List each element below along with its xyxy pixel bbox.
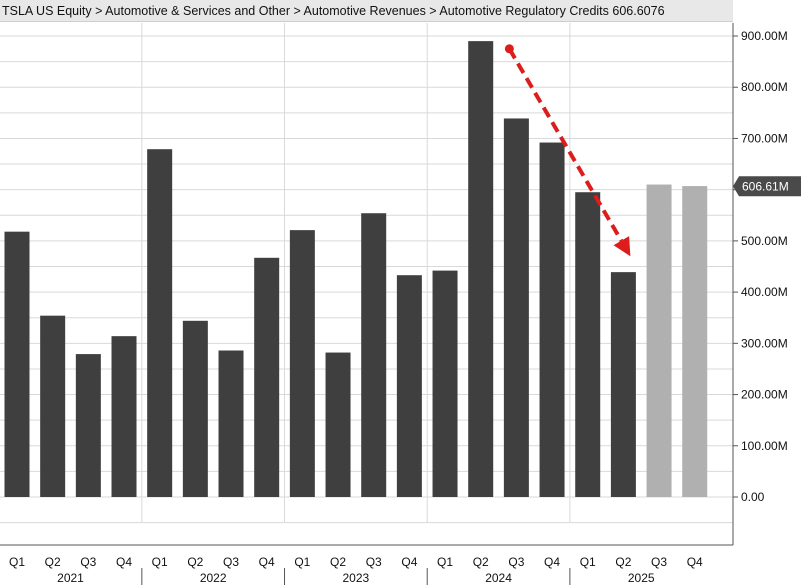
x-tick-label: Q3 (80, 555, 96, 569)
x-axis: Q1 Q2 Q3 Q4 Q1 Q2 Q3 Q4 Q1 Q2 Q3 Q4 Q1 Q2 Q3 Q4 Q1 Q2 Q3 Q4… (0, 544, 733, 585)
y-axis: 0.00 100.00M 200.00M 300.00M 400.00M 500.00M 6… (732, 23, 788, 545)
x-tick-label: Q1 (580, 555, 596, 569)
y-tick-label: 500.00M (741, 234, 788, 248)
y-tick-label: 900.00M (741, 29, 788, 43)
bar (75, 354, 101, 497)
header-value: 606.6076 (612, 4, 665, 18)
year-label: 2024 (485, 571, 512, 585)
y-tick-label: 800.00M (741, 80, 788, 94)
estimate-bar (682, 186, 708, 497)
bar (40, 315, 66, 497)
x-tick-label: Q4 (687, 555, 703, 569)
bar (289, 230, 315, 498)
bar (361, 213, 387, 497)
bar (182, 320, 208, 497)
bars (4, 41, 708, 498)
x-tick-label: Q3 (223, 555, 239, 569)
bar (539, 142, 565, 497)
badge-bg (733, 176, 801, 197)
bar (396, 275, 422, 497)
bar (575, 192, 601, 497)
y-tick-label: 300.00M (741, 336, 788, 350)
bar (503, 118, 529, 498)
bar (432, 270, 458, 497)
bar (4, 231, 30, 497)
x-tick-label: Q2 (330, 555, 346, 569)
y-tick-label: 200.00M (741, 388, 788, 402)
chart-header: TSLA US Equity > Automotive & Services a… (0, 0, 733, 22)
bar (147, 149, 173, 497)
x-tick-label: Q1 (152, 555, 168, 569)
x-tick-label: Q1 (9, 555, 25, 569)
x-tick-label: Q1 (294, 555, 310, 569)
x-tick-label: Q1 (437, 555, 453, 569)
arrow-shaft (507, 47, 624, 242)
breadcrumb: TSLA US Equity > Automotive & Services a… (2, 4, 609, 18)
last-value-label: 606.61M (742, 179, 789, 193)
x-tick-label: Q3 (366, 555, 382, 569)
y-tick-label: 400.00M (741, 285, 788, 299)
year-label: 2025 (628, 571, 655, 585)
year-label: 2022 (200, 571, 227, 585)
bar (325, 352, 351, 497)
x-tick-label: Q4 (401, 555, 417, 569)
year-label: 2023 (343, 571, 370, 585)
x-tick-label: Q2 (45, 555, 61, 569)
estimate-bar (646, 184, 672, 498)
x-tick-label: Q2 (187, 555, 203, 569)
x-tick-label: Q2 (615, 555, 631, 569)
x-tick-label: Q4 (116, 555, 132, 569)
y-tick-label: 700.00M (741, 131, 788, 145)
x-tick-label: Q3 (508, 555, 524, 569)
x-tick-label: Q2 (473, 555, 489, 569)
y-tick-label: 100.00M (741, 439, 788, 453)
trend-annotation (504, 44, 631, 257)
y-tick-label: 0.00 (741, 490, 765, 504)
x-tick-label: Q4 (259, 555, 275, 569)
bar (254, 257, 280, 497)
bar (111, 336, 137, 497)
bar (218, 350, 244, 497)
year-label: 2021 (57, 571, 84, 585)
last-value-badge: 606.61M (733, 176, 801, 197)
bar (468, 41, 494, 497)
x-tick-label: Q3 (651, 555, 667, 569)
arrow-head (613, 236, 631, 257)
bar (610, 272, 636, 497)
x-tick-label: Q4 (544, 555, 560, 569)
